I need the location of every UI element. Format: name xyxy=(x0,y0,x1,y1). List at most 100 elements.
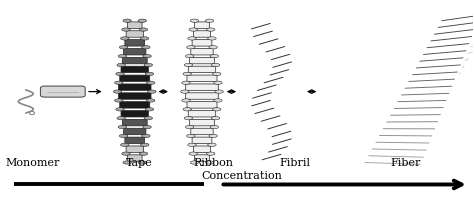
Ellipse shape xyxy=(139,28,148,31)
Ellipse shape xyxy=(146,99,155,102)
FancyBboxPatch shape xyxy=(195,155,210,161)
Ellipse shape xyxy=(209,134,218,138)
FancyBboxPatch shape xyxy=(195,22,210,28)
FancyBboxPatch shape xyxy=(120,102,150,108)
FancyBboxPatch shape xyxy=(191,49,213,55)
Ellipse shape xyxy=(142,134,150,138)
Ellipse shape xyxy=(181,90,189,93)
Ellipse shape xyxy=(211,117,220,120)
Ellipse shape xyxy=(211,63,220,67)
Ellipse shape xyxy=(123,19,131,22)
FancyBboxPatch shape xyxy=(40,86,85,97)
FancyBboxPatch shape xyxy=(193,31,210,37)
Ellipse shape xyxy=(122,152,130,155)
Ellipse shape xyxy=(144,117,153,120)
Ellipse shape xyxy=(189,28,198,31)
Ellipse shape xyxy=(207,28,215,31)
Ellipse shape xyxy=(116,108,124,111)
Ellipse shape xyxy=(215,90,223,93)
Ellipse shape xyxy=(210,55,219,58)
Ellipse shape xyxy=(182,81,190,84)
Ellipse shape xyxy=(144,63,153,67)
Ellipse shape xyxy=(116,72,124,75)
Ellipse shape xyxy=(214,81,222,84)
Ellipse shape xyxy=(118,125,127,129)
Ellipse shape xyxy=(120,37,129,40)
Ellipse shape xyxy=(189,152,198,155)
Ellipse shape xyxy=(190,19,199,22)
FancyBboxPatch shape xyxy=(192,137,212,143)
FancyBboxPatch shape xyxy=(122,119,147,126)
Text: Fibril: Fibril xyxy=(279,158,310,168)
FancyBboxPatch shape xyxy=(188,110,216,117)
Ellipse shape xyxy=(143,55,151,58)
FancyBboxPatch shape xyxy=(124,128,146,135)
FancyBboxPatch shape xyxy=(188,66,216,73)
FancyBboxPatch shape xyxy=(128,22,142,28)
Ellipse shape xyxy=(190,161,199,164)
Text: Fiber: Fiber xyxy=(391,158,421,168)
FancyBboxPatch shape xyxy=(191,128,213,135)
Ellipse shape xyxy=(183,72,191,75)
Ellipse shape xyxy=(115,81,123,84)
FancyBboxPatch shape xyxy=(190,119,214,126)
FancyBboxPatch shape xyxy=(118,84,151,90)
Ellipse shape xyxy=(118,55,127,58)
Ellipse shape xyxy=(145,72,154,75)
FancyBboxPatch shape xyxy=(190,57,214,64)
Ellipse shape xyxy=(117,63,126,67)
Text: Tape: Tape xyxy=(126,158,153,168)
FancyBboxPatch shape xyxy=(126,31,143,37)
Ellipse shape xyxy=(208,37,216,40)
FancyBboxPatch shape xyxy=(128,155,142,161)
Text: Concentration: Concentration xyxy=(201,171,282,180)
FancyBboxPatch shape xyxy=(192,40,212,46)
Ellipse shape xyxy=(115,99,123,102)
FancyBboxPatch shape xyxy=(124,49,146,55)
FancyBboxPatch shape xyxy=(186,84,218,90)
FancyBboxPatch shape xyxy=(186,93,218,99)
FancyBboxPatch shape xyxy=(126,146,143,152)
Ellipse shape xyxy=(187,46,195,49)
Ellipse shape xyxy=(119,134,128,138)
Ellipse shape xyxy=(183,108,191,111)
Ellipse shape xyxy=(120,143,129,146)
Ellipse shape xyxy=(140,37,149,40)
Ellipse shape xyxy=(185,125,194,129)
FancyBboxPatch shape xyxy=(122,57,147,64)
Ellipse shape xyxy=(148,90,156,93)
FancyBboxPatch shape xyxy=(125,40,145,46)
Ellipse shape xyxy=(119,46,128,49)
Ellipse shape xyxy=(138,161,146,164)
Ellipse shape xyxy=(123,161,131,164)
Text: Monomer: Monomer xyxy=(6,158,60,168)
Ellipse shape xyxy=(122,28,130,31)
Ellipse shape xyxy=(142,46,150,49)
Ellipse shape xyxy=(138,19,146,22)
Ellipse shape xyxy=(209,46,218,49)
Ellipse shape xyxy=(143,125,151,129)
FancyBboxPatch shape xyxy=(121,66,148,73)
Ellipse shape xyxy=(182,99,190,102)
Ellipse shape xyxy=(188,37,196,40)
Ellipse shape xyxy=(187,134,195,138)
Ellipse shape xyxy=(145,108,154,111)
Ellipse shape xyxy=(207,152,215,155)
FancyBboxPatch shape xyxy=(125,137,145,143)
FancyBboxPatch shape xyxy=(121,110,148,117)
FancyBboxPatch shape xyxy=(118,93,151,99)
Text: Ribbon: Ribbon xyxy=(193,158,234,168)
Ellipse shape xyxy=(184,63,192,67)
Ellipse shape xyxy=(205,161,214,164)
Ellipse shape xyxy=(113,90,122,93)
FancyBboxPatch shape xyxy=(120,75,150,82)
Ellipse shape xyxy=(208,143,216,146)
Ellipse shape xyxy=(140,143,149,146)
Ellipse shape xyxy=(210,125,219,129)
Ellipse shape xyxy=(184,117,192,120)
Ellipse shape xyxy=(117,117,126,120)
FancyBboxPatch shape xyxy=(187,75,217,82)
Ellipse shape xyxy=(214,99,222,102)
Ellipse shape xyxy=(188,143,196,146)
Ellipse shape xyxy=(139,152,148,155)
